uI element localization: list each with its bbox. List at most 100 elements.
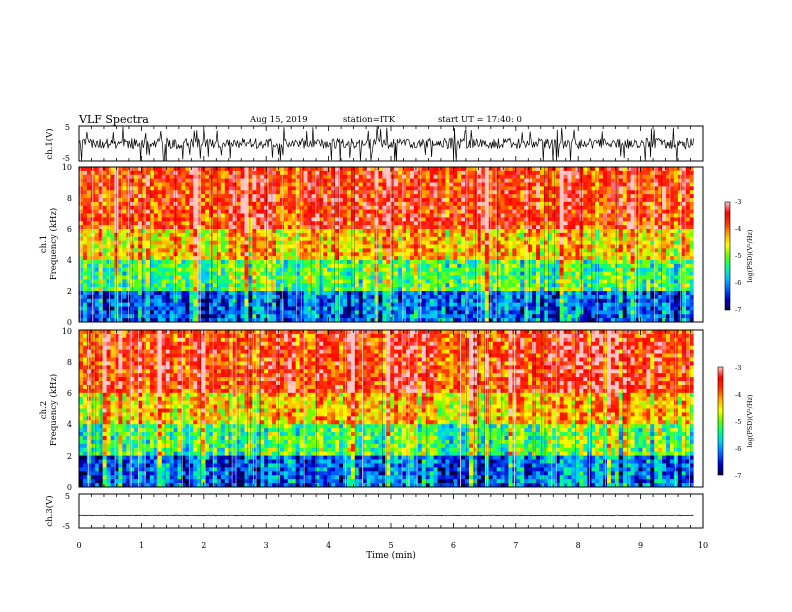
spectrogram-cell <box>98 198 104 203</box>
spectrogram-cell <box>366 279 371 284</box>
spectrogram-cell <box>417 232 423 238</box>
spectrogram-cell <box>453 240 458 245</box>
spectrogram-cell <box>157 232 163 238</box>
spectrogram-cell <box>551 294 557 300</box>
spectrogram-cell <box>390 248 395 253</box>
spectrogram-cell <box>252 260 257 265</box>
spectrogram-cell <box>354 229 360 234</box>
spectrogram-cell <box>516 182 521 187</box>
spectrogram-cell <box>342 186 348 191</box>
spectrogram-cell <box>508 279 513 284</box>
spectrogram-cell <box>382 236 387 242</box>
spectrogram-cell <box>421 205 427 211</box>
spectrogram-cell <box>354 314 360 319</box>
spectrogram-cell <box>342 275 348 280</box>
spectrogram-cell <box>382 263 387 269</box>
spectrogram-cell <box>94 194 100 199</box>
spectrogram-cell <box>547 229 553 234</box>
spectrogram-cell <box>323 221 328 226</box>
spectrogram-cell <box>484 283 490 288</box>
spectrogram-cell <box>177 174 182 180</box>
spectrogram-cell <box>327 244 332 249</box>
spectrogram-cell <box>161 302 167 307</box>
spectrogram-cell <box>256 267 261 273</box>
spectrogram-cell <box>398 225 403 230</box>
spectrogram-cell <box>532 310 537 315</box>
spectrogram-cell <box>457 240 462 245</box>
spectrogram-cell <box>476 221 482 226</box>
spectrogram-cell <box>394 236 399 242</box>
spectrogram-cell <box>291 167 297 172</box>
spectrogram-cell <box>532 279 537 284</box>
spectrogram-cell <box>114 271 119 276</box>
spectrogram-cell <box>94 217 100 222</box>
spectrogram-cell <box>547 279 553 284</box>
spectrogram-cell <box>484 182 490 187</box>
spectrogram-cell <box>461 232 466 238</box>
spectrogram-cell <box>516 302 521 307</box>
spectrogram-cell <box>134 260 139 265</box>
spectrogram-cell <box>157 178 163 183</box>
spectrogram-cell <box>165 256 171 261</box>
spectrogram-cell <box>287 283 293 288</box>
spectrogram-cell <box>457 213 462 218</box>
spectrogram-cell <box>311 310 316 315</box>
spectrogram-cell <box>461 217 466 222</box>
spectrogram-cell <box>232 275 237 280</box>
spectrogram-cell <box>134 190 139 195</box>
spectrogram-cell <box>212 186 218 191</box>
spectrogram-cell <box>331 236 336 242</box>
spectrogram-cell <box>323 205 328 211</box>
spectrogram-cell <box>547 314 553 319</box>
spectrogram-cell <box>323 271 328 276</box>
spectrogram-cell <box>311 229 316 234</box>
spectrogram-cell <box>216 306 222 311</box>
spectrogram-cell <box>287 298 293 304</box>
spectrogram-cell <box>114 298 119 304</box>
spectrogram-cell <box>228 256 234 261</box>
spectrogram-cell <box>366 229 371 234</box>
spectrogram-cell <box>390 263 395 269</box>
spectrogram-cell <box>315 229 320 234</box>
spectrogram-cell <box>161 221 167 226</box>
spectrogram-cell <box>165 232 171 238</box>
spectrogram-cell <box>145 225 151 230</box>
spectrogram-cell <box>362 217 368 222</box>
spectrogram-cell <box>484 209 490 214</box>
spectrogram-cell <box>437 240 442 245</box>
spectrogram-cell <box>303 190 308 195</box>
spectrogram-cell <box>532 186 537 191</box>
spectrogram-cell <box>512 217 517 222</box>
spectrogram-cell <box>315 256 320 261</box>
spectrogram-cell <box>114 260 119 265</box>
spectrogram-cell <box>193 287 198 292</box>
spectrogram-cell <box>256 201 261 207</box>
spectrogram-cell <box>394 201 399 207</box>
spectrogram-cell <box>425 174 431 180</box>
spectrogram-cell <box>453 205 458 211</box>
spectrogram-cell <box>504 275 509 280</box>
spectrogram-cell <box>421 201 427 207</box>
spectrogram-cell <box>425 205 431 211</box>
spectrogram-cell <box>295 221 301 226</box>
spectrogram-cell <box>524 213 529 218</box>
spectrogram-cell <box>212 178 218 183</box>
spectrogram-cell <box>532 240 537 245</box>
spectrogram-cell <box>295 302 301 307</box>
spectrogram-cell <box>201 209 206 214</box>
spectrogram-cell <box>496 217 501 222</box>
spectrogram-cell <box>212 209 218 214</box>
spectrogram-cell <box>327 271 332 276</box>
spectrogram-cell <box>539 174 545 180</box>
spectrogram-cell <box>555 236 561 242</box>
spectrogram-cell <box>224 178 230 183</box>
spectrogram-cell <box>390 221 395 226</box>
spectrogram-cell <box>272 263 277 269</box>
spectrogram-cell <box>437 225 442 230</box>
spectrogram-cell <box>232 232 237 238</box>
spectrogram-cell <box>102 256 107 261</box>
spectrogram-cell <box>492 205 498 211</box>
spectrogram-cell <box>551 232 557 238</box>
spectrogram-cell <box>201 260 206 265</box>
spectrogram-cell <box>193 174 198 180</box>
